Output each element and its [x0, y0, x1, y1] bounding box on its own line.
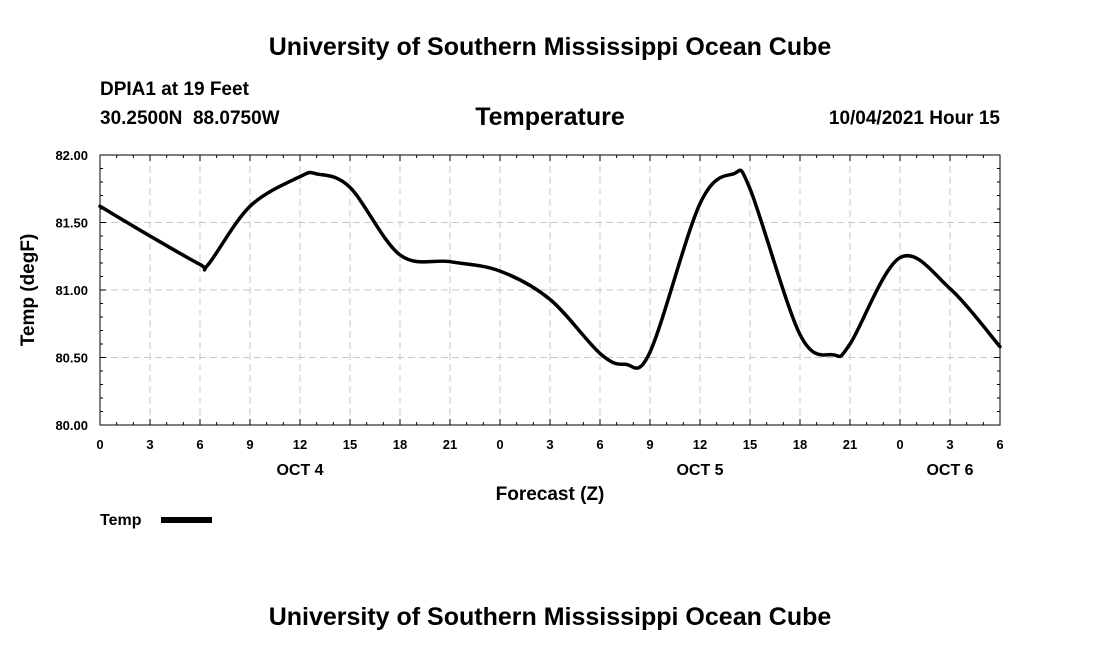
x-tick-label: 12 [693, 437, 707, 452]
date-label: OCT 5 [676, 462, 723, 479]
x-tick-labels: 0 3 6 9 12 15 18 21 0 3 6 9 12 15 18 21 0 3 6 [96, 437, 1003, 452]
x-tick-label: 9 [246, 437, 253, 452]
x-tick-label: 0 [496, 437, 503, 452]
x-tick-label: 18 [793, 437, 807, 452]
y-tick-label: 81.00 [55, 283, 88, 298]
x-tick-label: 6 [196, 437, 203, 452]
x-tick-label: 0 [96, 437, 103, 452]
legend-swatch [161, 517, 212, 523]
forecast-datetime: 10/04/2021 Hour 15 [829, 108, 1001, 129]
y-tick-label: 80.00 [55, 418, 88, 433]
date-label: OCT 4 [276, 462, 323, 479]
footer-title: University of Southern Mississippi Ocean… [269, 603, 832, 631]
x-tick-label: 0 [896, 437, 903, 452]
y-tick-label: 81.50 [55, 216, 88, 231]
x-tick-label: 15 [343, 437, 357, 452]
y-tick-label: 82.00 [55, 148, 88, 163]
date-labels: OCT 4 OCT 5 OCT 6 [276, 462, 973, 479]
x-tick-label: 21 [443, 437, 457, 452]
x-tick-label: 3 [946, 437, 953, 452]
x-tick-label: 6 [596, 437, 603, 452]
header-title: University of Southern Mississippi Ocean… [269, 33, 832, 61]
chart-title: Temperature [475, 103, 625, 131]
y-axis-label: Temp (degF) [18, 234, 39, 347]
x-tick-label: 21 [843, 437, 857, 452]
x-axis-label: Forecast (Z) [496, 484, 605, 505]
plot-frame [99, 154, 1001, 426]
station-label: DPIA1 at 19 Feet [100, 79, 250, 100]
y-tick-labels: 80.00 80.50 81.00 81.50 82.00 [55, 148, 88, 433]
grid-lines [100, 155, 1000, 425]
legend-label: Temp [100, 512, 142, 529]
x-tick-label: 9 [646, 437, 653, 452]
date-label: OCT 6 [926, 462, 973, 479]
x-tick-label: 3 [546, 437, 553, 452]
x-tick-label: 3 [146, 437, 153, 452]
series-line-temp [98, 168, 1002, 370]
x-tick-label: 15 [743, 437, 757, 452]
x-tick-label: 12 [293, 437, 307, 452]
x-tick-label: 18 [393, 437, 407, 452]
station-coords: 30.2500N 88.0750W [100, 108, 280, 129]
y-tick-label: 80.50 [55, 351, 88, 366]
x-tick-label: 6 [996, 437, 1003, 452]
